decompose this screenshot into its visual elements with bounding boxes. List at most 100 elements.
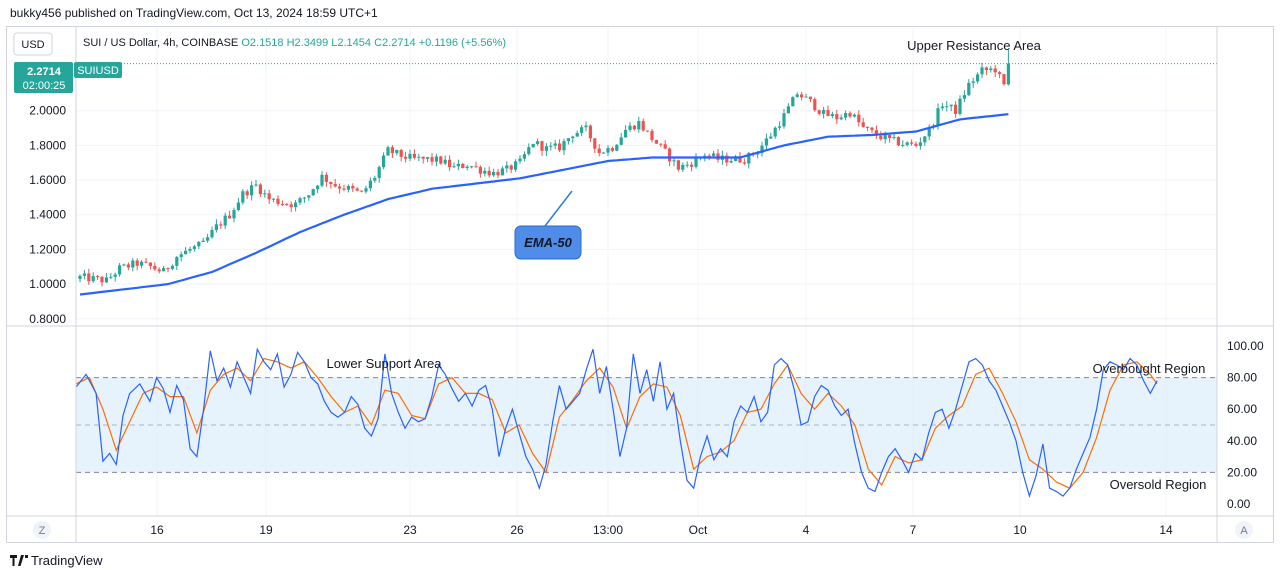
candle-body bbox=[971, 81, 975, 83]
candle-body bbox=[637, 121, 641, 130]
candle-body bbox=[940, 106, 944, 109]
price-tag-value: 2.2714 bbox=[27, 66, 62, 78]
time-tick-label: 23 bbox=[403, 523, 417, 537]
candle-body bbox=[412, 153, 416, 158]
candle-body bbox=[852, 114, 856, 117]
candle-body bbox=[597, 148, 601, 154]
footer-brand[interactable]: TradingView bbox=[10, 553, 103, 568]
candle-body bbox=[566, 138, 570, 142]
candle-body bbox=[478, 166, 482, 174]
time-tick-label: 10 bbox=[1013, 523, 1027, 537]
candle-body bbox=[87, 273, 91, 282]
candle-body bbox=[188, 248, 192, 251]
candle-body bbox=[773, 127, 777, 137]
candle-body bbox=[408, 153, 412, 159]
candle-body bbox=[786, 106, 790, 114]
candle-body bbox=[830, 114, 834, 117]
price-tick-label: 1.8000 bbox=[29, 138, 66, 152]
candle-body bbox=[980, 67, 984, 75]
candle-body bbox=[267, 193, 271, 200]
candle-body bbox=[588, 125, 592, 139]
candle-body bbox=[857, 114, 861, 123]
candle-body bbox=[518, 158, 522, 162]
candle-body bbox=[509, 165, 513, 170]
candle-body bbox=[1002, 74, 1006, 85]
candle-body bbox=[144, 261, 148, 263]
candle-body bbox=[214, 224, 218, 231]
time-tick-label: 26 bbox=[510, 523, 524, 537]
candle-body bbox=[324, 174, 328, 182]
candle-body bbox=[434, 156, 438, 162]
candle-body bbox=[826, 110, 830, 117]
candle-body bbox=[536, 141, 540, 144]
autoscale-button[interactable] bbox=[1235, 521, 1253, 539]
candle-body bbox=[399, 149, 403, 157]
candle-body bbox=[993, 68, 997, 73]
candle-body bbox=[962, 95, 966, 99]
autoscale-button-label: A bbox=[1240, 525, 1248, 537]
candle-body bbox=[82, 273, 86, 276]
legend-part-4: C2.2714 bbox=[371, 37, 416, 49]
overbought-label: Overbought Region bbox=[1093, 361, 1206, 376]
candle-body bbox=[967, 82, 971, 96]
ema50-line bbox=[79, 113, 1009, 296]
candle-body bbox=[1006, 63, 1010, 85]
candle-body bbox=[78, 275, 82, 279]
candle-body bbox=[263, 193, 267, 195]
candle-body bbox=[874, 130, 878, 136]
price-tick-label: 1.0000 bbox=[29, 277, 66, 291]
candle-body bbox=[870, 127, 874, 131]
candle-body bbox=[135, 260, 139, 266]
time-tick-label: 19 bbox=[259, 523, 273, 537]
candle-body bbox=[527, 147, 531, 155]
candle-body bbox=[580, 127, 584, 133]
candle-body bbox=[553, 143, 557, 146]
candle-body bbox=[219, 224, 223, 226]
candle-body bbox=[808, 96, 812, 100]
candle-body bbox=[320, 174, 324, 186]
candle-body bbox=[170, 265, 174, 269]
candle-body bbox=[272, 198, 276, 200]
upper-resistance-label: Upper Resistance Area bbox=[907, 38, 1041, 53]
timezone-button[interactable] bbox=[33, 521, 51, 539]
candle-body bbox=[228, 215, 232, 219]
candle-body bbox=[905, 142, 909, 145]
candle-body bbox=[764, 138, 768, 146]
candle-body bbox=[153, 265, 157, 270]
candle-body bbox=[676, 160, 680, 170]
candle-body bbox=[311, 189, 315, 196]
candle-body bbox=[492, 171, 496, 176]
candle-body bbox=[157, 269, 161, 272]
candle-body bbox=[540, 141, 544, 151]
candle-body bbox=[734, 156, 738, 162]
candle-body bbox=[984, 67, 988, 71]
candle-body bbox=[522, 154, 526, 159]
candle-body bbox=[104, 277, 108, 283]
candle-body bbox=[888, 134, 892, 139]
candle-body bbox=[474, 166, 478, 168]
candle-body bbox=[632, 125, 636, 130]
candle-body bbox=[316, 185, 320, 190]
candle-body bbox=[368, 180, 372, 189]
candle-body bbox=[280, 203, 284, 205]
candle-body bbox=[487, 170, 491, 176]
candle-body bbox=[126, 264, 130, 268]
stoch-lines bbox=[76, 347, 1158, 499]
candle-body bbox=[531, 143, 535, 148]
candle-body bbox=[606, 148, 610, 153]
currency-button[interactable] bbox=[13, 32, 53, 56]
footer-brand-label: TradingView bbox=[31, 553, 103, 568]
legend-line: SUI / US Dollar, 4h, COINBASE O2.1518 H2… bbox=[83, 37, 506, 49]
candle-body bbox=[298, 198, 302, 203]
candle-body bbox=[954, 104, 958, 114]
candle-body bbox=[289, 204, 293, 208]
candle-body bbox=[668, 148, 672, 162]
candle-body bbox=[100, 276, 104, 283]
candle-body bbox=[844, 113, 848, 118]
candle-body bbox=[456, 163, 460, 167]
candle-body bbox=[197, 242, 201, 247]
candle-body bbox=[791, 97, 795, 107]
candle-body bbox=[364, 188, 368, 192]
candle-body bbox=[782, 113, 786, 127]
candle-body bbox=[813, 99, 817, 111]
